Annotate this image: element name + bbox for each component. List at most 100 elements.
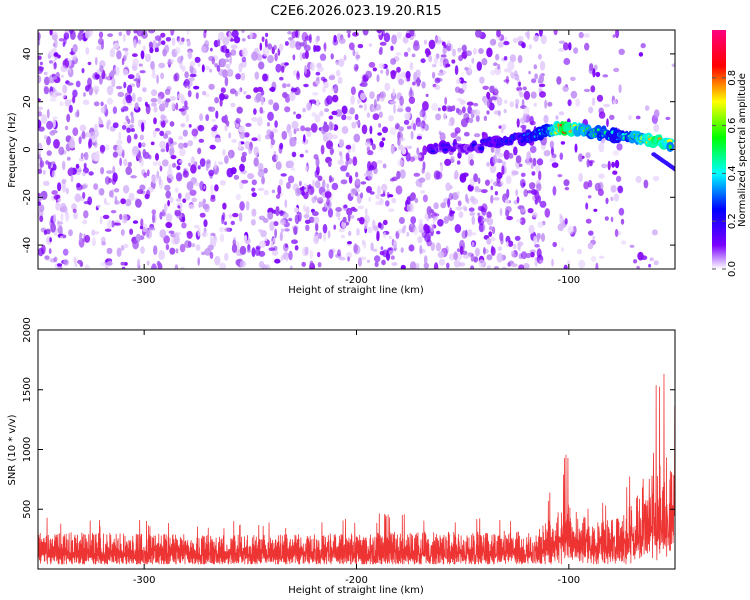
heatmap-cell (418, 229, 425, 234)
heatmap-cell (473, 102, 479, 107)
heatmap-cell (528, 224, 535, 234)
heatmap-cell (408, 145, 412, 150)
heatmap-cell (381, 137, 386, 141)
heatmap-cell (118, 131, 122, 141)
heatmap-cell (178, 159, 184, 164)
heatmap-cell (552, 241, 557, 248)
heatmap-cell (467, 229, 473, 237)
heatmap-cell (107, 33, 113, 37)
heatmap-cell (172, 162, 177, 168)
heatmap-cell (240, 72, 246, 81)
heatmap-cell (219, 58, 226, 68)
heatmap-cell (335, 109, 343, 117)
heatmap-cell (105, 144, 110, 151)
heatmap-cell (85, 47, 90, 55)
heatmap-cell (122, 213, 128, 224)
heatmap-cell (588, 159, 595, 164)
heatmap-cell (489, 85, 495, 94)
heatmap-cell (39, 215, 44, 223)
heatmap-cell (68, 229, 73, 237)
heatmap-cell (197, 227, 201, 237)
heatmap-cell (388, 250, 394, 256)
heatmap-cell (511, 253, 517, 258)
heatmap-cell (137, 96, 143, 103)
heatmap-cell (270, 138, 276, 146)
heatmap-cell (189, 189, 197, 196)
heatmap-cell (519, 217, 526, 226)
heatmap-cell (400, 247, 404, 253)
heatmap-cell (447, 40, 451, 47)
heatmap-cell (183, 142, 188, 148)
heatmap-cell (42, 180, 50, 186)
heatmap-cell (503, 149, 510, 160)
heatmap-cell (202, 90, 207, 96)
heatmap-cell (113, 42, 120, 49)
heatmap-cell (222, 36, 230, 46)
heatmap-cell (38, 74, 42, 84)
heatmap-cell (356, 228, 360, 236)
heatmap-cell (94, 56, 98, 66)
heatmap-cell (247, 248, 251, 253)
heatmap-cell (128, 192, 135, 201)
heatmap-cell (598, 255, 605, 259)
heatmap-cell (43, 71, 48, 76)
heatmap-cell (209, 234, 213, 244)
heatmap-cell (533, 235, 537, 245)
heatmap-cell (401, 147, 407, 155)
heatmap-cell (495, 53, 500, 61)
heatmap-cell (274, 120, 278, 128)
heatmap-cell (68, 139, 76, 149)
heatmap-cell (317, 251, 321, 258)
heatmap-cell (51, 170, 56, 179)
heatmap-cell (106, 202, 110, 206)
heatmap-cell (521, 42, 526, 49)
heatmap-cell (76, 109, 80, 118)
heatmap-cell (158, 36, 162, 46)
heatmap-cell (490, 246, 496, 256)
heatmap-cell (492, 154, 498, 165)
heatmap-cell (204, 66, 211, 70)
heatmap-cell (190, 243, 196, 248)
heatmap-cell (533, 35, 539, 42)
heatmap-cell (289, 39, 296, 49)
heatmap-cell (323, 81, 329, 89)
heatmap-cell (62, 248, 69, 256)
x-tick-label: -300 (133, 575, 156, 586)
heatmap-cell (49, 60, 53, 64)
heatmap-cell (428, 55, 433, 63)
heatmap-cell (433, 57, 439, 64)
heatmap-cell (532, 212, 538, 218)
heatmap-cell (239, 131, 246, 139)
heatmap-cell (488, 231, 493, 237)
heatmap-cell (465, 117, 471, 123)
heatmap-cell (198, 201, 201, 208)
heatmap-cell (210, 197, 216, 203)
heatmap-cell (390, 145, 395, 155)
heatmap-cell (304, 65, 307, 75)
heatmap-cell (347, 212, 351, 222)
heatmap-cell (247, 173, 255, 180)
heatmap-cell (65, 212, 70, 222)
heatmap-cell (202, 203, 209, 210)
heatmap-cell (434, 77, 441, 84)
heatmap-cell (584, 42, 590, 51)
heatmap-cell (39, 61, 44, 66)
heatmap-cell (125, 166, 132, 176)
heatmap-cell (615, 175, 622, 182)
heatmap-cell (338, 58, 345, 67)
heatmap-cell (106, 170, 113, 174)
heatmap-cell (415, 262, 420, 269)
heatmap-cell (586, 158, 590, 168)
heatmap-cell (198, 138, 205, 143)
heatmap-cell (335, 69, 341, 77)
heatmap-cell (665, 116, 671, 121)
heatmap-cell (93, 123, 98, 132)
heatmap-cell (110, 69, 117, 76)
y-tick-label: 20 (22, 95, 33, 108)
heatmap-cell (367, 226, 373, 234)
heatmap-cell (158, 175, 162, 186)
heatmap-cell (104, 176, 111, 185)
heatmap-cell (260, 95, 264, 106)
heatmap-cell (163, 133, 169, 139)
heatmap-cell (295, 187, 301, 197)
